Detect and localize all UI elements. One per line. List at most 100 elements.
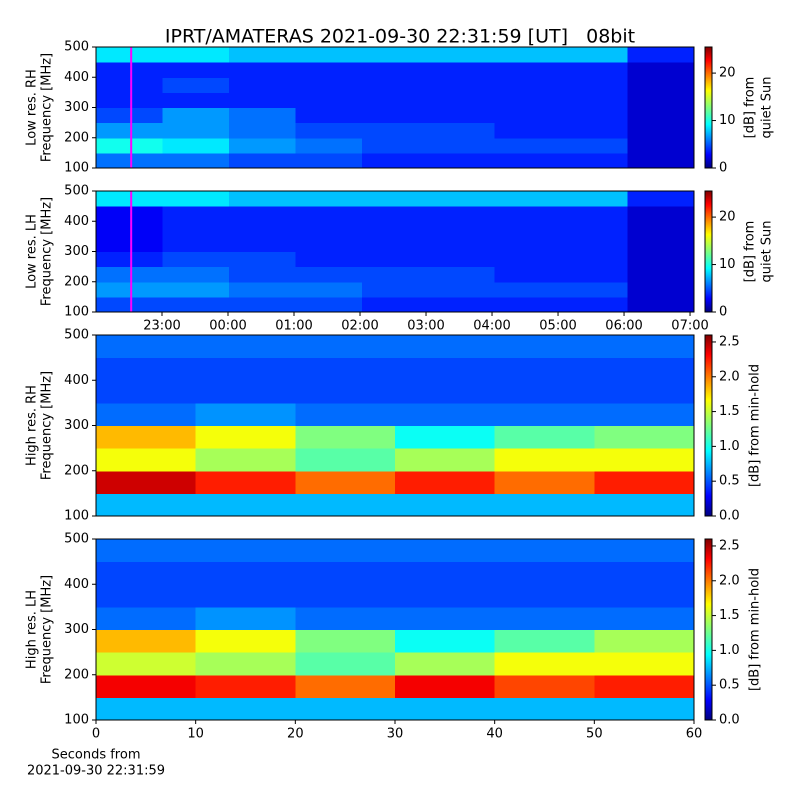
colorbar-tick-label: 2.0 xyxy=(719,573,740,588)
heatmap-cell xyxy=(195,539,296,563)
heatmap-cell xyxy=(228,281,296,298)
heatmap-cell xyxy=(96,402,197,426)
heatmap-cell xyxy=(361,77,429,93)
heatmap-cell xyxy=(162,296,230,313)
heatmap-cell xyxy=(494,107,562,124)
heatmap-cell xyxy=(228,152,296,169)
heatmap-cell xyxy=(228,191,296,207)
heatmap-cell xyxy=(561,206,629,222)
heatmap-cell xyxy=(228,122,296,139)
heatmap-cell xyxy=(195,629,296,653)
heatmap-cell xyxy=(295,425,396,449)
colorbar-tick-label: 0 xyxy=(719,161,727,176)
heatmap-cell xyxy=(295,92,363,108)
heatmap-cell xyxy=(96,221,163,237)
heatmap-cell xyxy=(428,122,496,139)
heatmap-cell xyxy=(96,652,197,676)
colorbar-tick-label: 2.5 xyxy=(719,334,740,349)
heatmap-cell xyxy=(627,62,695,78)
heatmap-cell xyxy=(162,206,230,222)
heatmap-cell xyxy=(295,251,363,268)
heatmap-cell xyxy=(428,206,496,222)
heatmap-cell xyxy=(627,236,695,252)
heatmap-cell xyxy=(494,281,562,298)
colorbar-label: quiet Sun xyxy=(760,76,775,138)
heatmap-cell xyxy=(295,674,396,698)
heatmap-cell xyxy=(162,92,230,108)
y-axis-label: Frequency [MHz] xyxy=(40,197,55,306)
colorbar-tick-label: 10 xyxy=(719,113,736,128)
heatmap-cell xyxy=(96,137,163,154)
heatmap-cell xyxy=(295,402,396,426)
heatmap-cell xyxy=(96,539,197,563)
heatmap-cell xyxy=(295,629,396,653)
heatmap-cell xyxy=(627,47,695,63)
heatmap-cell xyxy=(96,251,163,268)
heatmap-cell xyxy=(361,281,429,298)
heatmap-cell xyxy=(561,77,629,93)
y-tick-label: 400 xyxy=(64,373,89,388)
colorbar-tick-label: 1.0 xyxy=(719,643,740,658)
heatmap-cell xyxy=(594,402,695,426)
heatmap-cell xyxy=(428,152,496,169)
heatmap-cell xyxy=(96,107,163,124)
y-tick-label: 100 xyxy=(64,713,89,728)
y-axis-label: Frequency [MHz] xyxy=(40,575,55,684)
heatmap-cell xyxy=(428,191,496,207)
heatmap-cell xyxy=(361,107,429,124)
heatmap-cell xyxy=(162,221,230,237)
heatmap-cell xyxy=(96,62,163,78)
y-tick-label: 200 xyxy=(64,463,89,478)
colorbar xyxy=(705,47,712,168)
heatmap-cell xyxy=(295,137,363,154)
heatmap-cell xyxy=(96,697,197,721)
colorbar-tick-label: 0.0 xyxy=(719,509,740,524)
heatmap-cell xyxy=(561,107,629,124)
colorbar-tick-label: 2.5 xyxy=(719,538,740,553)
heatmap-cell xyxy=(228,77,296,93)
heatmap-cell xyxy=(96,425,197,449)
heatmap-cell xyxy=(228,266,296,283)
heatmap-cell xyxy=(561,221,629,237)
x-tick-label: 04:00 xyxy=(473,319,510,334)
x-tick-label: 10 xyxy=(187,727,204,742)
x-tick-label: 06:00 xyxy=(605,319,642,334)
heatmap-cell xyxy=(561,281,629,298)
y-axis-label: Low res. RH xyxy=(25,69,40,146)
heatmap-cell xyxy=(561,251,629,268)
heatmap-cell xyxy=(428,77,496,93)
heatmap-cell xyxy=(428,236,496,252)
heatmap-cell xyxy=(627,296,695,313)
heatmap-cell xyxy=(594,335,695,359)
heatmap-cell xyxy=(361,206,429,222)
heatmap-cell xyxy=(295,697,396,721)
heatmap-cell xyxy=(395,674,496,698)
heatmap-cell xyxy=(594,470,695,494)
x-tick-label: 02:00 xyxy=(341,319,378,334)
heatmap-cell xyxy=(195,448,296,472)
heatmap-cell xyxy=(295,448,396,472)
heatmap-cell xyxy=(361,62,429,78)
heatmap-cell xyxy=(195,697,296,721)
heatmap-cell xyxy=(96,122,163,139)
y-tick-label: 500 xyxy=(64,184,89,199)
colorbar-frame xyxy=(704,538,713,721)
x-axis-label: 2021-09-30 22:31:59 xyxy=(27,764,165,779)
x-tick-label: 00:00 xyxy=(209,319,246,334)
colorbar xyxy=(705,335,712,516)
heatmap-cell xyxy=(96,152,163,169)
heatmap-cell xyxy=(428,92,496,108)
heatmap-cell xyxy=(428,266,496,283)
heatmap-cell xyxy=(494,561,595,585)
heatmap-cell xyxy=(361,266,429,283)
heatmap-cell xyxy=(494,335,595,359)
heatmap-cell xyxy=(195,357,296,381)
heatmap-cell xyxy=(295,47,363,63)
heatmap-cell xyxy=(428,62,496,78)
heatmap-cell xyxy=(494,425,595,449)
heatmap-cell xyxy=(627,107,695,124)
heatmap-cell xyxy=(361,236,429,252)
heatmap-cell xyxy=(96,357,197,381)
heatmap-cell xyxy=(96,629,197,653)
